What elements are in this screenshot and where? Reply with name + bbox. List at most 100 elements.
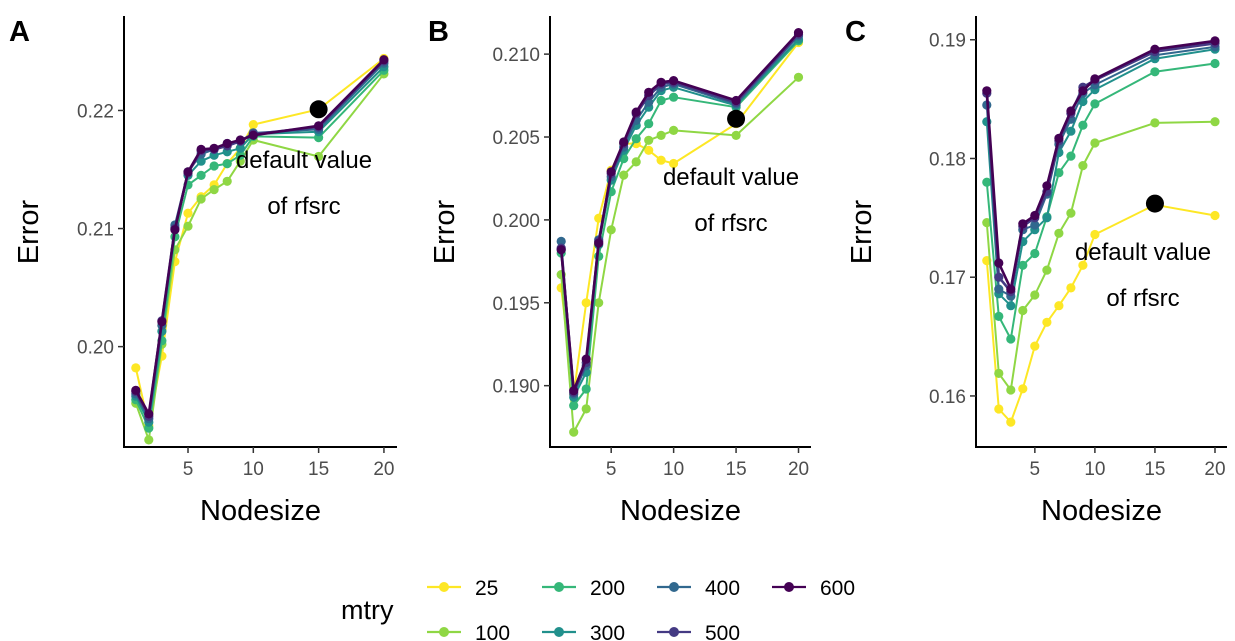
y-tick-label: 0.22: [77, 101, 114, 122]
data-point: [581, 384, 591, 394]
data-point: [196, 144, 206, 154]
data-point: [183, 221, 193, 231]
series-line: [985, 62, 1216, 340]
data-point: [1006, 417, 1016, 427]
series-100: [556, 72, 804, 437]
series-line: [134, 57, 385, 427]
x-tick-label: 5: [606, 459, 617, 480]
data-point: [581, 354, 591, 364]
data-point: [631, 157, 641, 167]
data-point: [656, 155, 666, 165]
x-axis-title: Nodesize: [620, 495, 741, 527]
x-tick-label: 5: [183, 459, 194, 480]
x-axis-title: Nodesize: [1041, 495, 1162, 527]
series-line: [559, 31, 800, 392]
legend-item-200: 200: [542, 577, 625, 600]
y-tick-label: 0.195: [492, 294, 540, 315]
data-point: [1006, 301, 1016, 311]
legend-item-100: 100: [427, 622, 510, 641]
legend-item-300: 300: [542, 622, 625, 641]
data-point: [1066, 106, 1076, 116]
data-point: [793, 72, 804, 82]
data-point: [1042, 213, 1052, 223]
data-point: [1150, 67, 1160, 77]
data-point: [1042, 265, 1052, 275]
data-point: [170, 225, 180, 235]
data-point: [606, 225, 616, 235]
data-point: [569, 386, 579, 396]
y-axis-title: Error: [846, 199, 878, 264]
data-point: [644, 135, 654, 145]
data-point: [556, 245, 566, 255]
data-point: [581, 298, 591, 308]
y-tick-label: 0.205: [492, 128, 540, 149]
data-point: [644, 145, 654, 155]
data-point: [1078, 86, 1088, 96]
data-point: [131, 363, 141, 373]
data-point: [1090, 229, 1100, 240]
panel-a: A 5 10 15 20 0.20 0.21 0.22 Nodesize Error default…: [9, 16, 397, 527]
series-line: [985, 39, 1216, 291]
legend-swatch-point: [554, 582, 564, 592]
panel-tag: B: [428, 16, 449, 48]
data-point: [248, 120, 258, 130]
x-tick-label: 15: [308, 459, 329, 480]
data-point: [222, 176, 232, 186]
data-point: [606, 167, 616, 177]
y-tick-label: 0.18: [929, 149, 966, 170]
data-point: [656, 77, 666, 87]
data-point: [235, 135, 245, 145]
panels: A 5 10 15 20 0.20 0.21 0.22 Nodesize Error default…: [9, 16, 1227, 527]
legend-label: 300: [590, 622, 625, 641]
series-line: [560, 38, 800, 399]
series-25: [131, 53, 389, 431]
data-point: [235, 143, 245, 153]
data-point: [183, 167, 193, 177]
data-point: [209, 143, 219, 153]
data-point: [222, 159, 232, 169]
legend-item-500: 500: [657, 622, 740, 641]
data-point: [1090, 99, 1100, 109]
legend-swatch-point: [669, 582, 679, 592]
y-tick-label: 0.190: [492, 377, 540, 398]
annotation-line-2: of rfsrc: [694, 210, 767, 237]
data-point: [619, 137, 629, 147]
data-point: [1066, 283, 1076, 293]
data-point: [994, 368, 1004, 378]
series-line: [134, 58, 385, 416]
data-point: [994, 284, 1004, 294]
legend-item-400: 400: [657, 577, 740, 600]
x-tick-label: 20: [373, 459, 394, 480]
data-point: [1078, 260, 1088, 270]
data-point: [1042, 317, 1052, 327]
data-point: [196, 194, 206, 204]
data-point: [1054, 301, 1064, 311]
data-point: [1030, 341, 1040, 351]
data-point: [1030, 220, 1040, 230]
data-point: [1006, 284, 1016, 294]
data-point: [1210, 36, 1220, 46]
x-tick-label: 10: [1084, 459, 1105, 480]
data-point: [1030, 248, 1040, 259]
data-point: [982, 218, 992, 228]
panel-b: B 5 10 15 20 0.190 0.195 0.200 0.205 0.210 Nodesiz…: [428, 16, 811, 527]
legend-item-600: 600: [772, 577, 855, 600]
legend-swatch-point: [784, 582, 794, 592]
data-point: [631, 134, 641, 144]
x-tick-label: 15: [726, 459, 747, 480]
data-point: [556, 236, 566, 246]
data-point: [669, 125, 679, 135]
data-point: [1210, 117, 1220, 127]
series-line: [560, 41, 800, 395]
series-line: [134, 69, 385, 430]
data-point: [1018, 260, 1028, 270]
legend-swatch-point: [439, 627, 449, 637]
legend-label: 25: [475, 577, 498, 600]
data-point: [248, 130, 258, 140]
panel-tag: C: [845, 16, 866, 48]
series-300: [982, 44, 1220, 311]
default-value-marker: [1145, 194, 1164, 213]
data-point: [731, 95, 741, 106]
data-point: [1150, 118, 1160, 128]
